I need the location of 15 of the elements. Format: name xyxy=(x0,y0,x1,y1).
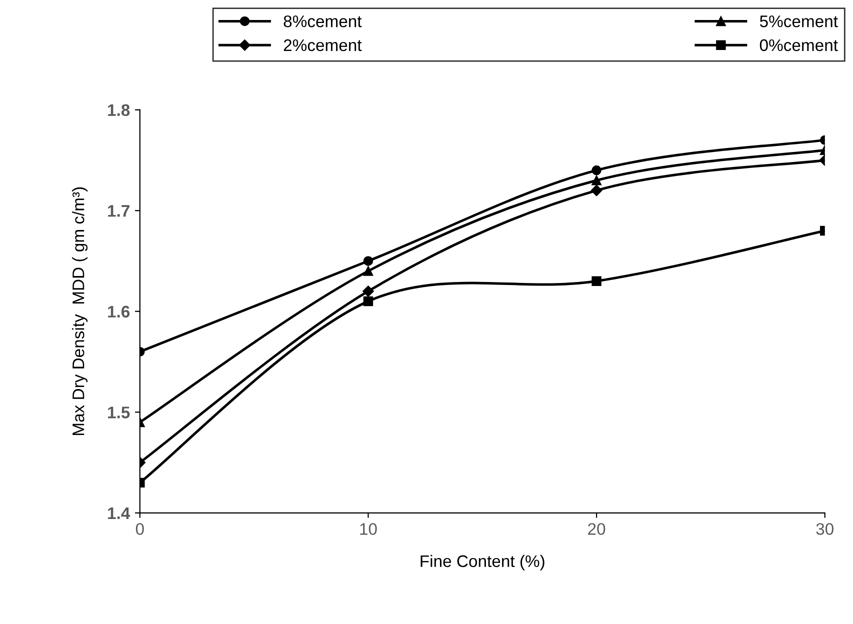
legend-label: 5%cement xyxy=(760,16,838,28)
x-tick-label: 20 xyxy=(588,523,606,535)
y-tick-label: 1.8 xyxy=(108,104,130,116)
y-tick-label: 1.5 xyxy=(108,406,130,418)
x-tick-label: 10 xyxy=(360,523,377,535)
y-tick-label: 1.6 xyxy=(108,306,130,318)
y-tick-label: 1.4 xyxy=(108,508,130,519)
x-tick-label: 0 xyxy=(136,523,144,535)
y-tick-label: 1.7 xyxy=(108,205,130,217)
legend-label: 8%cement xyxy=(284,15,362,28)
x-tick-label: 30 xyxy=(816,523,834,535)
y-axis-title: Max Dry Density MDD ( gm c/m³) xyxy=(72,187,88,436)
legend-label: 0%cement xyxy=(760,39,838,52)
x-axis-title: Fine Content (%) xyxy=(420,554,544,570)
legend-label: 2%cement xyxy=(284,39,362,52)
